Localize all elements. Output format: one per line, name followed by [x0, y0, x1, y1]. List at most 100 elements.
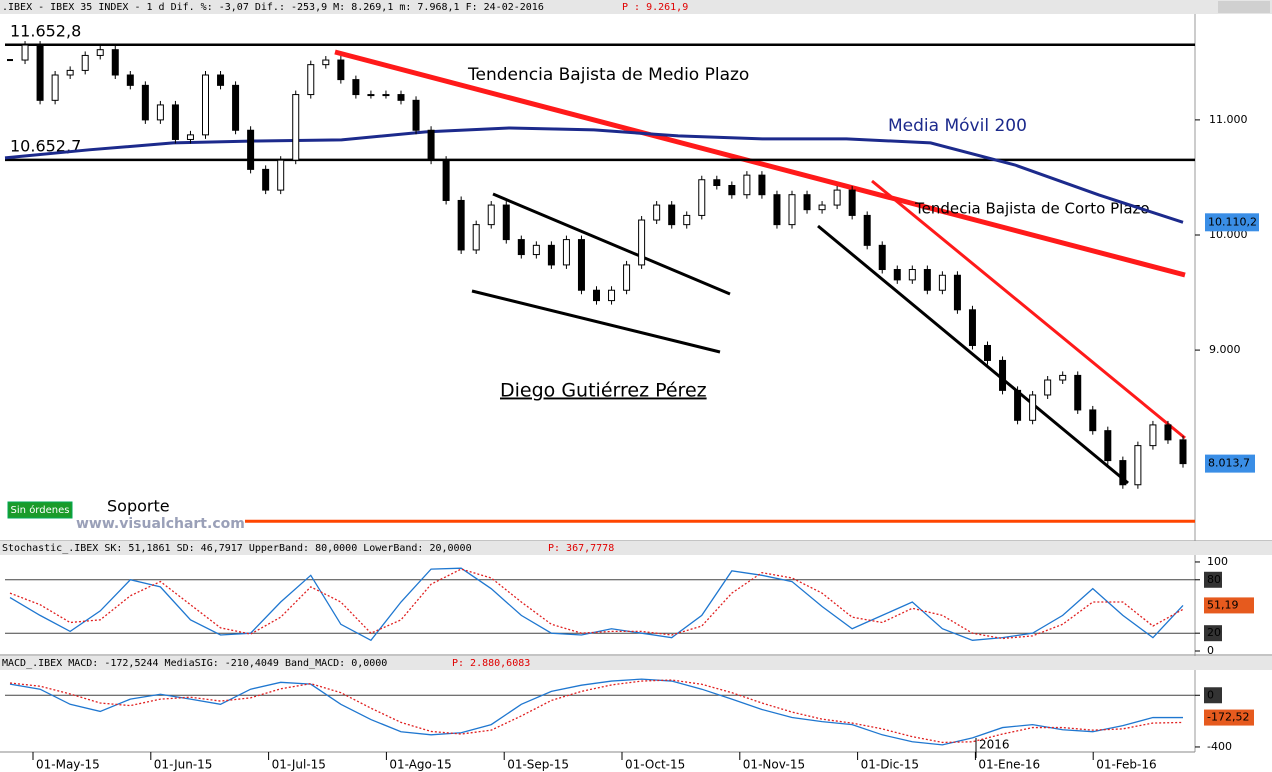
candle [412, 99, 420, 131]
candle [1074, 374, 1082, 411]
moving-average [4, 126, 1184, 224]
short-trend-line [871, 179, 1186, 440]
candle [698, 179, 706, 216]
candle [1179, 439, 1187, 465]
candle [111, 49, 119, 76]
y-tick-box [1204, 687, 1222, 704]
candle [547, 244, 555, 266]
candle [51, 74, 59, 101]
candle [277, 159, 285, 191]
candle [532, 244, 540, 256]
y-tick-label: 0 [1207, 644, 1214, 657]
candle [818, 204, 826, 211]
x-tick-label: 01-Oct-15 [625, 758, 685, 772]
candle [833, 189, 841, 206]
y-tick-box [1204, 625, 1222, 642]
y-tick-label: 9.000 [1209, 343, 1241, 356]
panel-price: P: 2.880,6083 [452, 658, 530, 669]
candle [442, 159, 450, 201]
candle [141, 84, 149, 121]
candle [1149, 424, 1157, 447]
candle [307, 64, 315, 96]
candle [502, 204, 510, 241]
candle [156, 104, 164, 121]
x-tick-label: 01-Dic-15 [861, 758, 919, 772]
candle [1089, 409, 1097, 432]
candle [487, 204, 495, 226]
candle [653, 204, 661, 221]
candle [758, 174, 766, 196]
candle [968, 309, 976, 346]
candle [457, 199, 465, 251]
candle [848, 189, 856, 216]
window-buttons[interactable] [1218, 1, 1270, 13]
candle [593, 289, 600, 302]
y-tick-label: 100 [1207, 555, 1228, 568]
candle [713, 179, 721, 186]
candle [623, 264, 631, 291]
x-tick-label: 01-Jul-15 [272, 758, 326, 772]
stoch-header-bar [0, 541, 1272, 555]
candle [788, 194, 796, 226]
candle [96, 49, 104, 56]
candle [562, 239, 570, 266]
candle [1014, 389, 1022, 421]
channel-line [817, 224, 1129, 485]
x-tick-label: 01-Sep-15 [507, 758, 569, 772]
last-value-label: -172,52 [1207, 711, 1249, 724]
candle [1044, 379, 1052, 396]
author: Diego Gutiérrez Pérez [500, 380, 707, 402]
candle [337, 59, 345, 81]
candle [1104, 430, 1112, 462]
ma-label: Media Móvil 200 [888, 116, 1027, 136]
ma-last-box [1205, 213, 1259, 232]
y-tick-label: 80 [1207, 573, 1221, 586]
candle [773, 194, 781, 226]
indicator-line [9, 568, 1184, 640]
candle [36, 44, 44, 101]
x-tick-label: 01-Nov-15 [743, 758, 805, 772]
candle [232, 84, 240, 131]
candle [217, 74, 225, 86]
candle [728, 184, 736, 196]
last-value-box [1204, 709, 1254, 726]
y-tick-label: 0 [1207, 688, 1214, 701]
candle [427, 129, 435, 161]
candle [382, 94, 390, 97]
candle [1164, 424, 1172, 441]
candle [472, 224, 480, 251]
candle [577, 239, 585, 291]
candle [953, 274, 961, 311]
candle [322, 59, 330, 66]
candle [1029, 394, 1037, 421]
last-close-box [1205, 454, 1255, 473]
candle [247, 129, 255, 170]
candle [893, 269, 901, 281]
header-price: P : 9.261,9 [622, 2, 688, 13]
candle [171, 104, 179, 140]
candle [608, 289, 616, 302]
candle [292, 94, 300, 161]
annotation: Tendecia Bajista de Corto Plazo [914, 200, 1150, 218]
y-tick-box [1204, 571, 1222, 588]
candle [923, 269, 931, 291]
x-tick-label: 01-Ene-16 [978, 758, 1040, 772]
indicator-line [9, 679, 1184, 744]
candle [908, 269, 916, 281]
level-label: 11.652,8 [10, 21, 81, 40]
orders-text[interactable]: Sin órdenes [11, 504, 70, 516]
support-label: Soporte [107, 497, 170, 516]
panel-title: Stochastic_.IBEX SK: 51,1861 SD: 46,7917… [2, 543, 472, 554]
ma-last-label: 10.110,2 [1208, 215, 1257, 228]
candle [999, 359, 1007, 391]
candle [352, 79, 360, 96]
candle [683, 214, 691, 226]
indicator-line [9, 567, 1184, 642]
y-tick-label: 11.000 [1209, 113, 1248, 126]
candle [1134, 445, 1142, 486]
candle [21, 44, 29, 61]
channel-line [471, 289, 721, 354]
candle [186, 134, 194, 140]
candle [126, 74, 134, 86]
orders-box[interactable] [7, 501, 73, 519]
